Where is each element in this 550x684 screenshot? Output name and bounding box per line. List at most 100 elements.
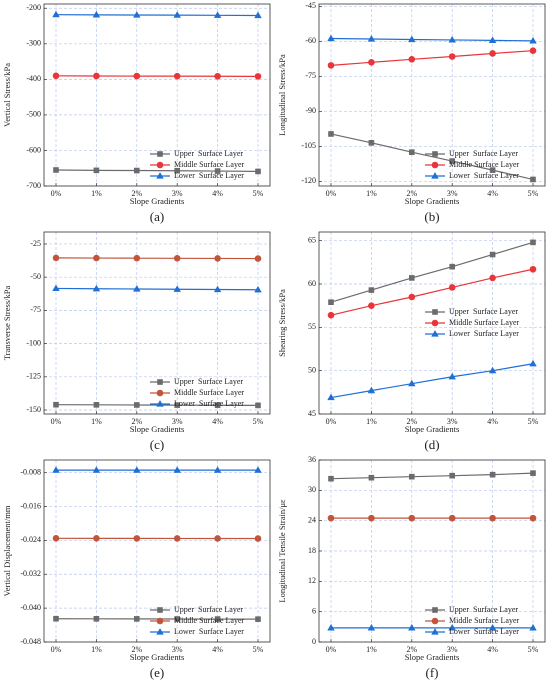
data-point xyxy=(214,616,221,622)
x-tick-label: 4% xyxy=(212,645,223,654)
data-point xyxy=(214,168,221,174)
data-point xyxy=(52,466,60,473)
data-point xyxy=(488,366,497,374)
x-tick-label: 1% xyxy=(91,417,102,426)
data-point xyxy=(254,73,262,80)
y-tick-label: 65 xyxy=(308,235,316,244)
legend-label: Upper Surface Layer xyxy=(449,149,518,158)
data-point xyxy=(529,47,537,54)
x-tick-label: 0% xyxy=(51,645,62,654)
x-tick-label: 1% xyxy=(91,645,102,654)
data-point xyxy=(448,372,456,380)
y-axis-title: Vertical Displacement/mm xyxy=(2,505,12,596)
y-tick-label: -0.024 xyxy=(20,535,41,544)
data-point xyxy=(327,62,335,69)
legend-marker xyxy=(431,628,439,635)
legend-label: Middle Surface Layer xyxy=(174,616,245,625)
series-line xyxy=(330,37,534,42)
x-tick-label: 4% xyxy=(487,645,498,654)
caption: (d) xyxy=(424,437,439,452)
legend-marker xyxy=(156,172,164,179)
x-axis-title: Slope Gradients xyxy=(405,424,460,434)
series-line xyxy=(330,133,534,181)
data-point xyxy=(408,379,416,387)
x-tick-label: 4% xyxy=(212,189,223,198)
legend-label: Middle Surface Layer xyxy=(449,318,520,327)
legend-marker xyxy=(157,379,163,385)
y-tick-label: -100 xyxy=(26,338,41,347)
caption: (e) xyxy=(150,665,164,680)
data-point xyxy=(448,623,456,631)
data-point xyxy=(214,72,221,80)
data-point xyxy=(53,615,59,622)
series-line xyxy=(330,472,534,480)
data-point xyxy=(134,616,140,622)
data-point xyxy=(255,616,261,622)
series-line xyxy=(55,14,259,17)
data-point xyxy=(529,265,537,273)
plot-frame xyxy=(318,231,546,415)
data-point xyxy=(53,401,59,408)
data-point xyxy=(173,466,181,473)
data-point xyxy=(255,168,261,175)
data-point xyxy=(489,274,496,282)
data-point xyxy=(489,50,496,57)
x-tick-label: 1% xyxy=(366,189,377,198)
data-point xyxy=(368,474,375,481)
series-line xyxy=(330,363,534,399)
y-axis-title: Longitudinal Stress/kPa xyxy=(277,54,287,136)
y-tick-label: 55 xyxy=(308,322,316,331)
legend-marker xyxy=(431,172,439,179)
data-point xyxy=(449,158,456,164)
data-point xyxy=(93,402,100,408)
data-point xyxy=(174,402,180,408)
y-tick-label: 36 xyxy=(308,455,316,464)
plot-frame xyxy=(43,459,271,643)
data-point xyxy=(328,299,334,306)
x-tick-label: 2% xyxy=(131,417,142,426)
data-point xyxy=(254,466,262,473)
legend-marker xyxy=(157,607,163,613)
y-tick-label: 45 xyxy=(308,409,316,418)
data-point xyxy=(254,285,262,293)
data-point xyxy=(173,11,181,18)
data-point xyxy=(214,535,221,542)
legend-marker xyxy=(156,161,164,169)
data-point xyxy=(52,535,60,542)
x-tick-label: 3% xyxy=(172,189,183,198)
y-axis-title: Longitudinal Tensile Strain/με xyxy=(277,499,287,603)
data-point xyxy=(448,284,456,291)
data-point xyxy=(408,275,415,281)
data-point xyxy=(408,55,416,63)
data-point xyxy=(327,514,335,522)
legend-marker xyxy=(156,389,164,397)
y-tick-label: -400 xyxy=(26,74,41,83)
legend-marker xyxy=(431,161,439,169)
y-tick-label: -0.008 xyxy=(20,468,41,477)
data-point xyxy=(93,535,100,542)
x-tick-label: 4% xyxy=(487,189,498,198)
legend-label: Lower Surface Layer xyxy=(449,329,519,338)
data-point xyxy=(530,176,536,183)
x-tick-label: 4% xyxy=(487,417,498,426)
x-tick-label: 5% xyxy=(253,417,264,426)
data-point xyxy=(53,167,59,173)
data-point xyxy=(448,36,456,43)
x-tick-label: 2% xyxy=(406,417,417,426)
data-point xyxy=(92,466,101,473)
data-point xyxy=(327,393,335,401)
data-point xyxy=(408,293,416,301)
y-tick-label: -50 xyxy=(30,272,41,281)
legend-label: Upper Surface Layer xyxy=(174,605,243,614)
data-point xyxy=(368,287,375,293)
data-point xyxy=(173,72,181,80)
x-tick-label: 0% xyxy=(51,417,62,426)
x-tick-label: 3% xyxy=(447,645,458,654)
data-point xyxy=(489,471,496,478)
legend-marker xyxy=(431,319,439,327)
series-line xyxy=(55,75,259,77)
y-tick-label: -200 xyxy=(26,3,41,12)
data-point xyxy=(529,623,537,631)
data-point xyxy=(449,263,456,270)
legend-marker xyxy=(432,607,438,613)
